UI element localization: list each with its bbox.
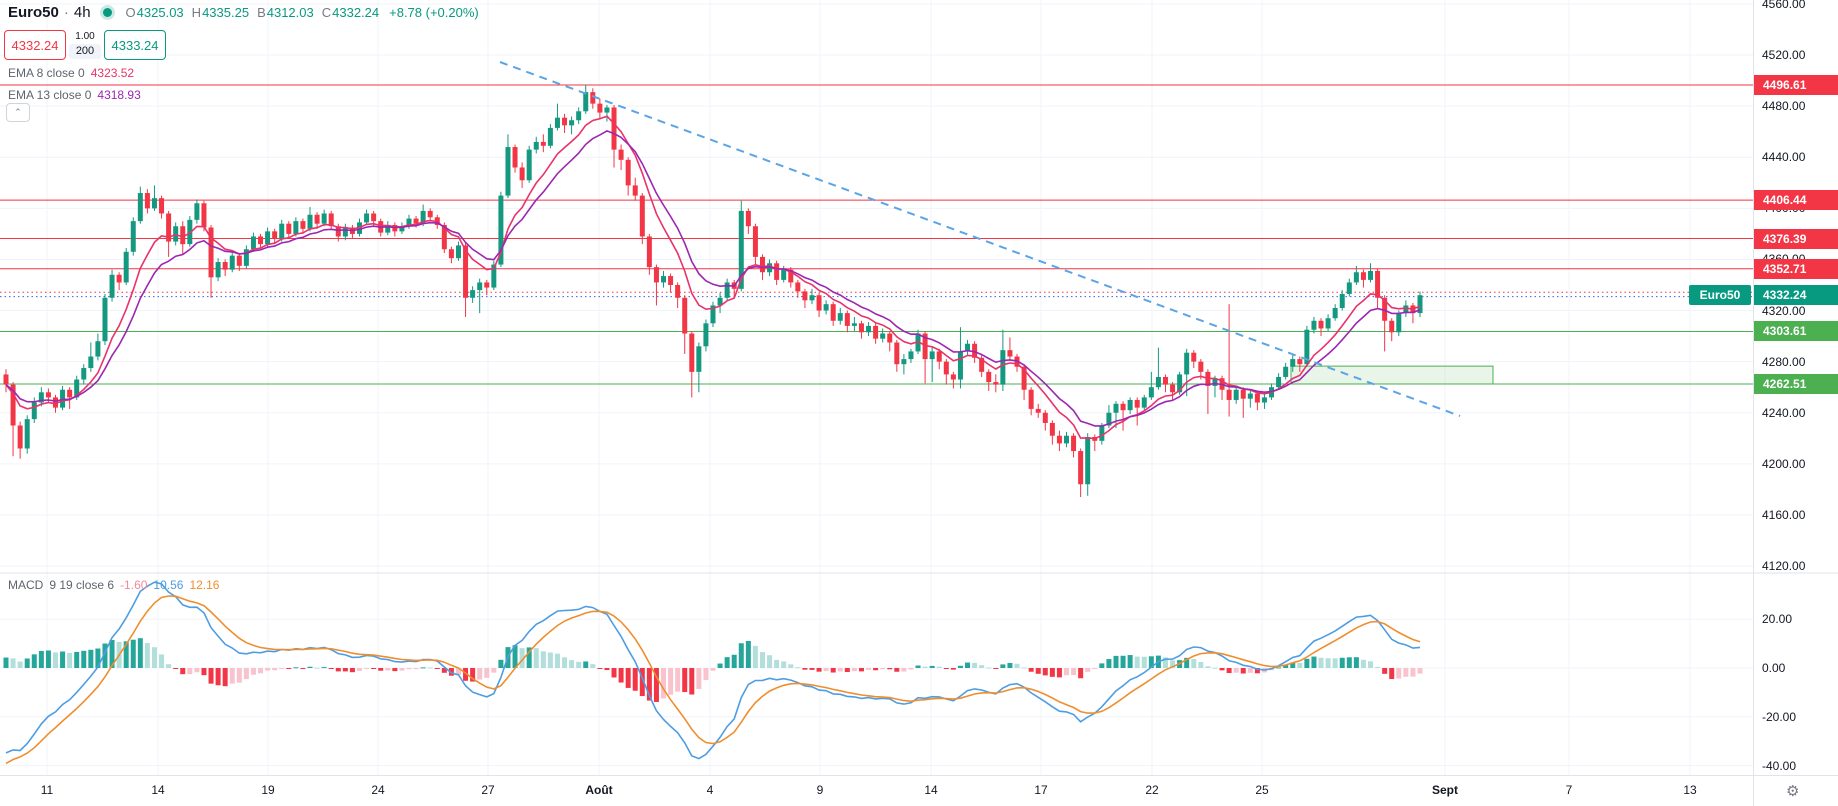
low-value: 4312.03: [266, 5, 314, 20]
buy-button[interactable]: 4333.24: [104, 30, 166, 60]
macd_line[interactable]: [5, 581, 1421, 760]
open-value: 4325.03: [136, 5, 184, 20]
close-letter: C: [321, 5, 332, 20]
quantity-selector[interactable]: 200: [68, 44, 102, 59]
low-letter: B: [257, 5, 266, 20]
descending-trendline[interactable]: [499, 61, 1461, 417]
high-value: 4335.25: [202, 5, 250, 20]
symbol-legend: Euro50 · 4h O 4325.03 H 4335.25 B 4312.03 C…: [8, 4, 479, 21]
close-value: 4332.24: [332, 5, 380, 20]
chevron-up-icon: ⌃: [14, 107, 22, 117]
ema13-label: EMA 13 close 0: [8, 88, 92, 102]
ema8-value: 4323.52: [90, 66, 135, 80]
ema13-legend-row[interactable]: EMA 13 close 0 4318.93: [8, 88, 141, 102]
high-letter: H: [191, 5, 202, 20]
ema13-value: 4318.93: [97, 88, 141, 102]
interval-label: 4h: [73, 4, 91, 21]
sell-button[interactable]: 4332.24: [4, 30, 66, 60]
macd-label: MACD: [8, 578, 44, 592]
grid-lines: [0, 0, 1753, 775]
change-value: +8.78 (+0.20%): [389, 5, 479, 20]
spread-value: 1.00: [75, 31, 95, 42]
signal_line[interactable]: [5, 595, 1421, 765]
macd-pane: [3, 581, 1423, 765]
separator-dot: ·: [63, 4, 69, 21]
settings-gear-icon[interactable]: ⚙: [1786, 783, 1800, 800]
ema8-label: EMA 8 close 0: [8, 66, 85, 80]
collapse-legend-button[interactable]: ⌃: [6, 103, 30, 122]
ema-13-line[interactable]: [5, 130, 1421, 427]
macd-line-value: 10.56: [153, 578, 184, 592]
symbol-name: Euro50: [8, 4, 59, 21]
ohlc-legend: O 4325.03 H 4335.25 B 4312.03 C 4332.24 +8.7…: [126, 5, 479, 20]
spread-quantity-column: 1.00 200: [66, 30, 104, 60]
macd-signal-value: 12.16: [189, 578, 220, 592]
macd-legend-row[interactable]: MACD 9 19 close 6 -1.60 10.56 12.16: [8, 578, 219, 592]
macd-params: 9 19 close 6: [49, 578, 115, 592]
candles: [3, 84, 1423, 498]
open-letter: O: [125, 5, 136, 20]
live-status-icon: [102, 8, 112, 17]
macd-hist-value: -1.60: [120, 578, 148, 592]
quick-trade-panel: 4332.24 1.00 200 4333.24: [4, 30, 166, 60]
ema8-legend-row[interactable]: EMA 8 close 0 4323.52: [8, 66, 134, 80]
demand-zone[interactable]: [1290, 365, 1494, 385]
